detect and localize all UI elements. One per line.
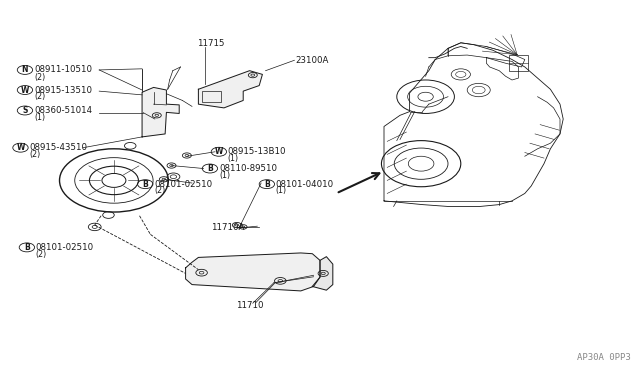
Text: (2): (2): [154, 186, 166, 195]
Text: 08110-89510: 08110-89510: [219, 164, 277, 173]
Bar: [202, 91, 221, 102]
Text: 08360-51014: 08360-51014: [34, 106, 92, 115]
Text: (2): (2): [34, 92, 45, 101]
Text: (2): (2): [29, 150, 41, 159]
Polygon shape: [198, 71, 262, 108]
Text: (2): (2): [34, 73, 45, 81]
Text: B: B: [264, 180, 269, 189]
Text: B: B: [143, 180, 148, 189]
Text: (1): (1): [34, 113, 45, 122]
Text: 08915-43510: 08915-43510: [29, 143, 88, 152]
Text: B: B: [207, 164, 212, 173]
Text: AP30A 0PP3: AP30A 0PP3: [577, 353, 630, 362]
Text: (1): (1): [228, 154, 239, 163]
Text: 08911-10510: 08911-10510: [34, 65, 92, 74]
Bar: [509, 55, 528, 71]
Text: W: W: [16, 143, 25, 152]
Text: (1): (1): [276, 186, 287, 195]
Text: 08915-13510: 08915-13510: [34, 86, 92, 94]
Text: 08101-02510: 08101-02510: [154, 180, 212, 189]
Text: 08915-13B10: 08915-13B10: [228, 147, 286, 156]
Text: S: S: [22, 106, 28, 115]
Polygon shape: [142, 87, 179, 137]
Text: B: B: [24, 243, 29, 252]
Text: 11715: 11715: [197, 39, 225, 48]
Text: 11710A: 11710A: [211, 223, 244, 232]
Text: W: W: [214, 147, 223, 156]
Text: W: W: [20, 86, 29, 94]
Text: 08101-02510: 08101-02510: [36, 243, 94, 252]
Polygon shape: [312, 257, 333, 290]
Text: (2): (2): [36, 250, 47, 259]
Text: N: N: [22, 65, 28, 74]
Text: 08101-04010: 08101-04010: [276, 180, 334, 189]
Text: (1): (1): [219, 171, 230, 180]
Polygon shape: [186, 253, 320, 291]
Text: 11710: 11710: [236, 301, 263, 310]
Text: 23100A: 23100A: [296, 56, 329, 65]
